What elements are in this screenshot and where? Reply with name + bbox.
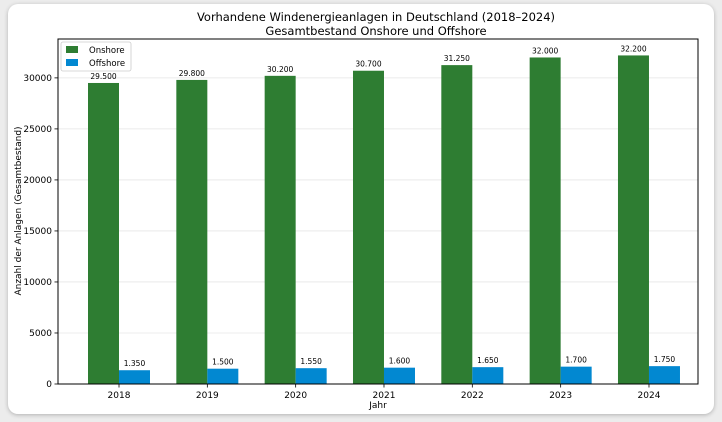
bar-value-label: 32.200: [620, 44, 646, 53]
bar-value-label: 1.350: [124, 359, 146, 368]
bar-value-label: 1.550: [300, 357, 322, 366]
x-tick-label: 2023: [549, 391, 572, 401]
bar-value-label: 30.700: [355, 60, 381, 69]
bars-group: [88, 55, 680, 385]
bar-onshore-2024: [617, 55, 649, 385]
chart-title: Vorhandene Windenergieanlagen in Deutsch…: [197, 10, 555, 24]
legend-swatch-offshore: [66, 59, 78, 66]
x-tick-label: 2018: [108, 391, 131, 401]
bar-value-label: 1.700: [565, 356, 587, 365]
bar-value-label: 29.500: [90, 72, 116, 81]
x-tick-label: 2021: [373, 391, 396, 401]
y-tick-label: 10000: [23, 278, 52, 288]
y-tick-label: 15000: [23, 227, 52, 237]
bar-value-label: 31.250: [444, 54, 470, 63]
bar-value-label: 29.800: [179, 69, 205, 78]
bar-value-label: 1.750: [654, 355, 676, 364]
bar-labels-group: 29.500 29.800 30.200 30.700 31.250 32.000 32.2…: [90, 44, 675, 368]
legend-label-onshore: Onshore: [89, 46, 125, 56]
bar-value-label: 1.600: [389, 357, 411, 366]
bar-onshore-2023: [529, 57, 561, 384]
y-tick-label: 25000: [23, 125, 52, 135]
x-tick-label: 2019: [196, 391, 219, 401]
bar-onshore-2019: [176, 79, 208, 384]
bar-offshore-2023: [560, 366, 592, 384]
bar-offshore-2018: [119, 370, 150, 384]
bar-onshore-2022: [441, 65, 473, 385]
y-tick-label: 20000: [23, 176, 52, 186]
y-tick-label: 30000: [23, 74, 52, 84]
y-axis-label: Anzahl der Anlagen (Gesamtbestand): [14, 126, 24, 295]
x-tick-label: 2020: [284, 391, 307, 401]
x-axis-label: Jahr: [368, 401, 387, 411]
y-tick-label: 0: [46, 380, 52, 390]
legend-label-offshore: Offshore: [89, 59, 125, 69]
legend-box: [60, 41, 132, 72]
bar-value-label: 32.000: [532, 46, 558, 55]
chart-subtitle: Gesamtbestand Onshore und Offshore: [265, 24, 486, 38]
bar-onshore-2021: [352, 70, 384, 385]
x-axis: 2018 2019 2020 2021 2022 2023 2024: [108, 384, 661, 401]
bar-onshore-2018: [88, 82, 119, 385]
x-tick-label: 2022: [461, 391, 484, 401]
bar-offshore-2022: [472, 367, 504, 384]
bar-value-label: 30.200: [267, 65, 293, 74]
x-tick-label: 2024: [638, 391, 661, 401]
bar-value-label: 1.500: [212, 358, 234, 367]
bar-offshore-2020: [295, 368, 327, 384]
bar-offshore-2021: [383, 367, 415, 384]
legend-swatch-onshore: [66, 46, 78, 53]
legend: Onshore Offshore: [60, 41, 132, 72]
y-axis: 0 5000 10000 15000 20000 25000 30000: [23, 74, 58, 390]
bar-offshore-2024: [648, 366, 680, 384]
y-tick-label: 5000: [29, 329, 52, 339]
bar-offshore-2019: [207, 368, 239, 384]
bar-value-label: 1.650: [477, 356, 499, 365]
plot-area-border: [57, 38, 699, 385]
bar-onshore-2020: [264, 75, 296, 384]
